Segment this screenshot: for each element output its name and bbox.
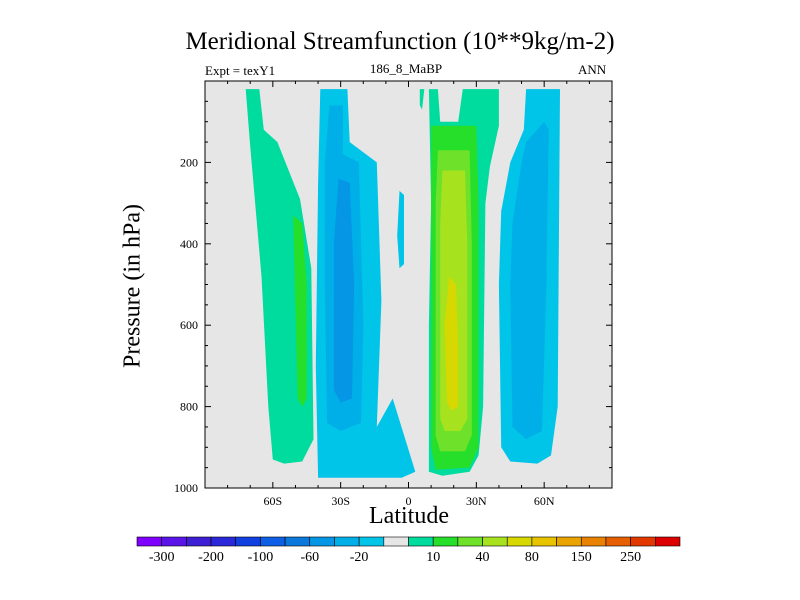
- colorbar-box: [580, 536, 607, 547]
- colorbar-box: [556, 536, 582, 547]
- y-tick-label: 1000: [174, 481, 198, 495]
- colorbar-box: [136, 536, 162, 547]
- colorbar-label: 80: [525, 550, 539, 565]
- colorbar: [136, 536, 681, 547]
- colorbar-box: [260, 536, 286, 547]
- x-tick-label: 60S: [263, 494, 282, 508]
- colorbar-label: 250: [620, 550, 641, 565]
- x-tick-label: 0: [406, 494, 412, 508]
- colorbar-label: -20: [350, 550, 369, 565]
- colorbar-box: [630, 536, 656, 547]
- experiment-label: Expt = texY1: [205, 63, 276, 78]
- colorbar-box: [235, 536, 261, 547]
- x-tick-label: 30S: [331, 494, 350, 508]
- colorbar-box: [482, 536, 508, 547]
- contour-region-10: [245, 89, 314, 464]
- colorbar-label: -100: [248, 550, 274, 565]
- colorbar-box: [457, 536, 483, 547]
- contour-region--20: [510, 121, 549, 440]
- colorbar-label: -200: [198, 550, 224, 565]
- x-axis-label: Latitude: [369, 503, 449, 529]
- colorbar-box: [655, 536, 681, 547]
- colorbar-label: 10: [426, 550, 440, 565]
- y-tick-label: 600: [180, 318, 198, 332]
- colorbar-label: 40: [476, 550, 490, 565]
- contour-fills: [245, 89, 560, 478]
- y-tick-label: 800: [180, 400, 198, 414]
- colorbar-label: -60: [300, 550, 319, 565]
- colorbar-box: [531, 536, 557, 547]
- contour-region-100: [444, 276, 459, 411]
- colorbar-box: [284, 536, 311, 547]
- contour-region--10: [397, 190, 404, 269]
- y-tick-label: 400: [180, 237, 198, 251]
- colorbar-box: [408, 536, 434, 547]
- y-tick-label: 200: [180, 155, 198, 169]
- contour-region-10: [419, 89, 425, 110]
- period-label: 186_8_MaBP: [369, 61, 443, 76]
- colorbar-box: [605, 536, 631, 547]
- contour-region-40: [293, 215, 307, 407]
- x-tick-label: 30N: [466, 494, 487, 508]
- colorbar-box: [309, 536, 335, 547]
- colorbar-box: [432, 536, 459, 547]
- colorbar-box: [161, 536, 187, 547]
- colorbar-box: [506, 536, 533, 547]
- colorbar-box: [383, 536, 409, 547]
- colorbar-box: [334, 536, 360, 547]
- contour-region--40: [333, 178, 355, 403]
- colorbar-box: [210, 536, 237, 547]
- colorbar-label: -300: [149, 550, 175, 565]
- x-tick-label: 60N: [534, 494, 555, 508]
- colorbar-box: [186, 536, 212, 547]
- season-label: ANN: [578, 62, 607, 77]
- chart-title: Meridional Streamfunction (10**9kg/m-2): [185, 28, 615, 55]
- colorbar-box: [358, 536, 385, 547]
- colorbar-label: 150: [571, 550, 592, 565]
